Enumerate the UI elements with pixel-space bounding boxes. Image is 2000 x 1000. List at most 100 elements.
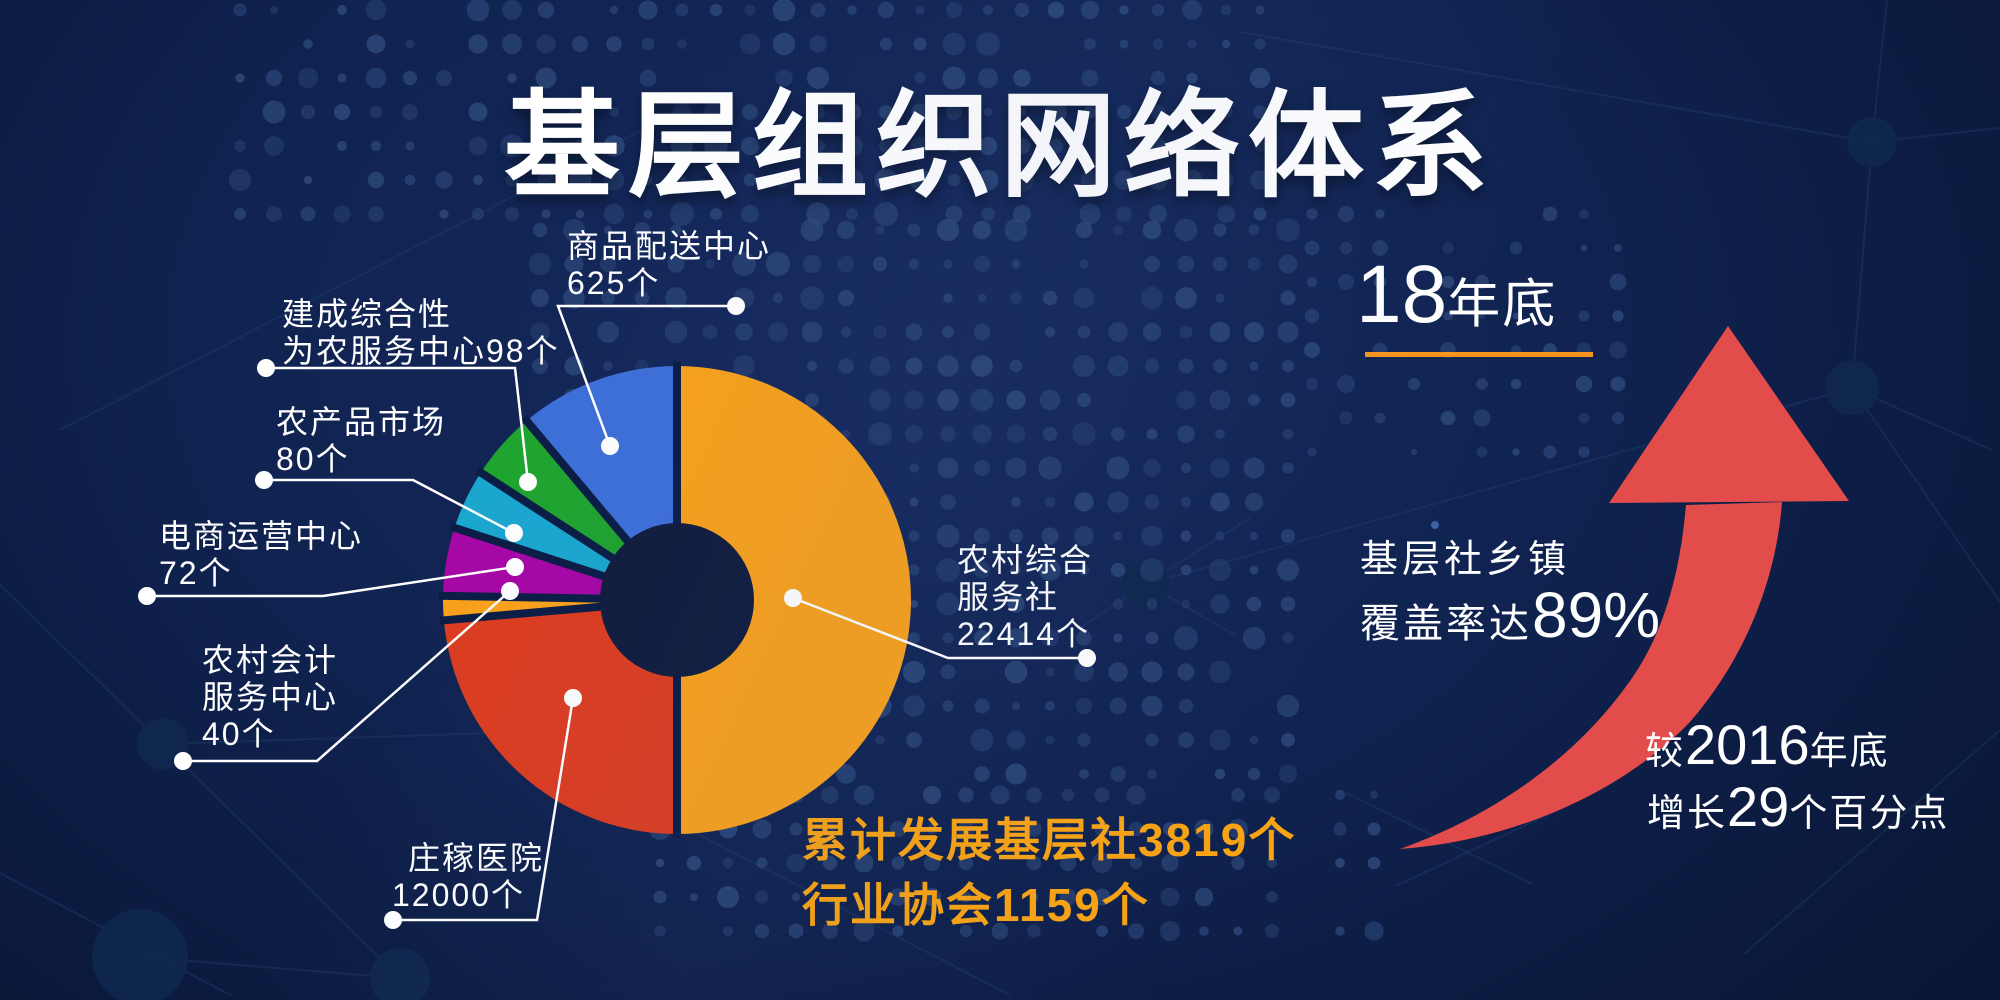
halftone-dot	[905, 425, 923, 443]
halftone-dot	[1208, 558, 1232, 582]
halftone-dot	[300, 104, 316, 120]
halftone-dot	[266, 206, 282, 222]
halftone-dot	[914, 72, 926, 84]
halftone-dot	[1473, 409, 1491, 427]
halftone-dot	[1009, 359, 1023, 373]
halftone-dot	[575, 209, 585, 219]
halftone-dot	[1306, 208, 1318, 220]
halftone-dot	[537, 1, 555, 19]
halftone-dot	[972, 220, 992, 240]
halftone-dot	[806, 360, 818, 372]
halftone-dot	[710, 208, 722, 220]
halftone-dot	[958, 855, 974, 871]
halftone-dot	[1337, 273, 1355, 291]
halftone-dot	[1010, 168, 1034, 192]
halftone-dot	[1038, 456, 1062, 480]
halftone-dot	[1011, 259, 1021, 269]
halftone-dot	[1579, 209, 1589, 219]
halftone-dot	[235, 73, 245, 83]
halftone-dot	[847, 5, 857, 15]
halftone-dot	[609, 5, 619, 15]
comparison-line-2: 增长29个百分点	[1647, 775, 1950, 838]
halftone-dot	[603, 361, 613, 371]
halftone-dot	[1148, 170, 1168, 190]
halftone-dot	[1610, 376, 1626, 392]
halftone-dot	[1079, 203, 1101, 225]
label-agri-service-center: 建成综合性 为农服务中心98个	[282, 296, 560, 370]
halftone-dot	[262, 100, 286, 124]
halftone-dot	[1213, 223, 1227, 237]
halftone-dot	[532, 358, 548, 374]
halftone-dot	[639, 69, 657, 87]
halftone-dot	[264, 136, 284, 156]
halftone-dot	[1375, 209, 1385, 219]
halftone-dot	[905, 323, 923, 341]
halftone-dot	[810, 2, 826, 18]
halftone-dot	[1081, 69, 1099, 87]
halftone-dot	[1479, 313, 1485, 319]
halftone-dot	[1140, 286, 1164, 310]
halftone-dot	[1575, 375, 1593, 393]
halftone-dot	[842, 102, 862, 122]
halftone-dot	[1074, 662, 1094, 682]
halftone-dot	[234, 140, 246, 152]
halftone-dot	[535, 67, 557, 89]
halftone-dot	[786, 853, 806, 873]
halftone-dot	[1242, 626, 1266, 650]
halftone-dot	[1063, 824, 1073, 834]
halftone-dot	[1374, 412, 1386, 424]
halftone-dot	[775, 69, 793, 87]
halftone-dot	[1339, 241, 1353, 255]
halftone-dot	[1614, 244, 1622, 252]
halftone-dot	[1128, 821, 1144, 837]
halftone-dot	[978, 136, 998, 156]
halftone-dot	[1249, 735, 1259, 745]
halftone-dot	[892, 925, 904, 937]
halftone-dot	[809, 35, 827, 53]
halftone-dot	[853, 920, 875, 942]
halftone-dot	[300, 206, 316, 222]
halftone-dot	[958, 787, 974, 803]
network-node	[92, 909, 188, 1000]
halftone-dot	[973, 323, 991, 341]
halftone-dot	[1007, 595, 1025, 613]
halftone-dot	[1141, 525, 1163, 547]
halftone-dot	[269, 5, 279, 15]
network-line	[162, 732, 493, 745]
network-line	[689, 829, 1011, 996]
halftone-dot	[573, 139, 587, 153]
halftone-dot	[1512, 448, 1520, 456]
halftone-dot	[1253, 207, 1267, 221]
leader-dot	[601, 437, 619, 455]
halftone-dot	[977, 169, 999, 191]
leader-line-1	[393, 697, 575, 922]
halftone-dot	[1144, 256, 1160, 272]
halftone-dot	[822, 855, 838, 871]
halftone-dot	[532, 222, 548, 238]
halftone-dot	[973, 459, 991, 477]
halftone-dot	[1276, 694, 1300, 718]
halftone-dot	[1305, 377, 1319, 391]
halftone-dot	[502, 0, 522, 20]
halftone-dot	[890, 821, 906, 837]
halftone-dot	[1142, 322, 1162, 342]
halftone-dot	[811, 139, 825, 153]
halftone-dot	[869, 389, 891, 411]
halftone-dot	[1210, 594, 1230, 614]
halftone-dot	[942, 700, 954, 712]
halftone-dot	[959, 924, 973, 938]
halftone-dot	[1180, 564, 1192, 576]
halftone-dot	[936, 524, 960, 548]
halftone-dot	[936, 558, 960, 582]
halftone-dot	[1163, 822, 1177, 836]
label-farm-produce-market: 农产品市场 80个	[276, 404, 447, 478]
halftone-dot	[1543, 445, 1557, 459]
halftone-dot	[942, 66, 966, 90]
halftone-dot	[1233, 926, 1243, 936]
halftone-dot	[435, 171, 453, 189]
halftone-dot	[1263, 786, 1281, 804]
halftone-dot	[822, 923, 838, 939]
halftone-dot	[1578, 446, 1590, 458]
halftone-dot	[1247, 767, 1261, 781]
halftone-dot	[936, 592, 960, 616]
